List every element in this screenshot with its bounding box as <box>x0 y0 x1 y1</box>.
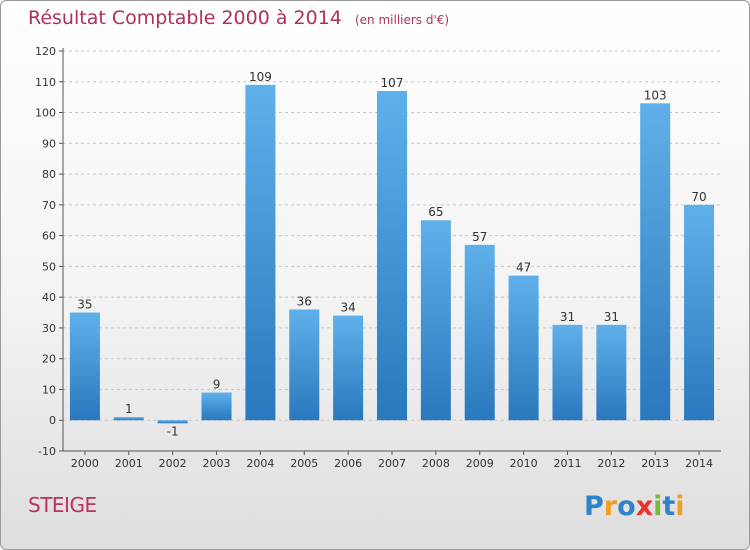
bar-2006 <box>333 315 364 421</box>
commune-name: STEIGE <box>28 493 97 517</box>
x-tick-label-2008: 2008 <box>422 457 450 470</box>
y-tick-label: 80 <box>42 168 56 181</box>
bar-2014 <box>684 204 715 421</box>
bar-2002 <box>157 420 188 424</box>
logo-letter: P <box>584 491 604 522</box>
bar-2008 <box>420 220 451 421</box>
logo-letter: x <box>635 491 654 522</box>
x-tick-label-2001: 2001 <box>115 457 143 470</box>
y-tick-label: 10 <box>42 383 56 396</box>
logo-letter: r <box>603 491 618 522</box>
value-label-2012: 31 <box>604 310 619 324</box>
x-tick-label-2003: 2003 <box>203 457 231 470</box>
bar-2001 <box>113 417 144 421</box>
y-tick-label: 60 <box>42 230 56 243</box>
value-label-2007: 107 <box>381 76 404 90</box>
logo-letter: o <box>617 491 636 522</box>
y-tick-label: 110 <box>35 76 56 89</box>
bar-2003 <box>201 392 232 421</box>
value-label-2011: 31 <box>560 310 575 324</box>
logo-letter: i <box>675 491 685 522</box>
logo-letter: i <box>653 491 663 522</box>
value-label-2001: 1 <box>125 402 133 416</box>
y-tick-label: 30 <box>42 322 56 335</box>
x-tick-label-2007: 2007 <box>378 457 406 470</box>
y-tick-label: 90 <box>42 137 56 150</box>
value-label-2002: -1 <box>167 424 179 438</box>
axes <box>59 48 721 455</box>
bar-2007 <box>377 91 407 421</box>
chart-title: Résultat Comptable 2000 à 2014 (en milli… <box>28 7 449 29</box>
x-tick-label-2002: 2002 <box>159 457 187 470</box>
title-unit: (en milliers d'€) <box>354 13 450 27</box>
proxiti-logo[interactable]: Proxiti <box>584 491 685 522</box>
y-tick-label: 40 <box>42 291 56 304</box>
value-label-2009: 57 <box>472 230 487 244</box>
x-tick-label-2005: 2005 <box>290 457 318 470</box>
y-tick-label: -10 <box>38 445 56 458</box>
bar-2011 <box>552 324 583 421</box>
value-label-2004: 109 <box>249 70 272 84</box>
y-tick-label: 0 <box>49 414 56 427</box>
value-label-2008: 65 <box>428 205 443 219</box>
x-tick-label-2000: 2000 <box>71 457 99 470</box>
x-tick-label-2013: 2013 <box>641 457 669 470</box>
y-tick-label: 100 <box>35 107 56 120</box>
logo-letter: t <box>662 491 676 522</box>
x-tick-label-2004: 2004 <box>246 457 274 470</box>
bar-2004 <box>245 84 276 421</box>
bars <box>69 84 715 424</box>
y-tick-label: 20 <box>42 353 56 366</box>
y-tick-label: 70 <box>42 199 56 212</box>
y-tick-label: 50 <box>42 260 56 273</box>
value-label-2006: 34 <box>340 301 355 315</box>
y-tick-label: 120 <box>35 45 56 58</box>
x-tick-label-2014: 2014 <box>685 457 713 470</box>
bar-2009 <box>464 244 495 421</box>
x-tick-label-2010: 2010 <box>510 457 538 470</box>
bar-2012 <box>596 324 627 421</box>
value-label-2010: 47 <box>516 261 531 275</box>
bar-2010 <box>508 275 539 421</box>
value-label-2013: 103 <box>644 88 667 102</box>
bar-2013 <box>640 103 671 421</box>
bar-2000 <box>69 312 100 421</box>
x-tick-label-2012: 2012 <box>597 457 625 470</box>
value-label-2003: 9 <box>213 378 221 392</box>
value-label-2014: 70 <box>691 190 706 204</box>
x-tick-label-2006: 2006 <box>334 457 362 470</box>
value-label-2005: 36 <box>297 294 312 308</box>
labels: -10 0 10 20 30 40 50 60 70 80 90 100 110 120 35 2000 1 20… <box>35 45 713 470</box>
bar-2005 <box>289 309 320 421</box>
x-tick-label-2009: 2009 <box>466 457 494 470</box>
x-tick-label-2011: 2011 <box>553 457 581 470</box>
value-label-2000: 35 <box>77 298 92 312</box>
title-main: Résultat Comptable 2000 à 2014 <box>28 7 342 29</box>
